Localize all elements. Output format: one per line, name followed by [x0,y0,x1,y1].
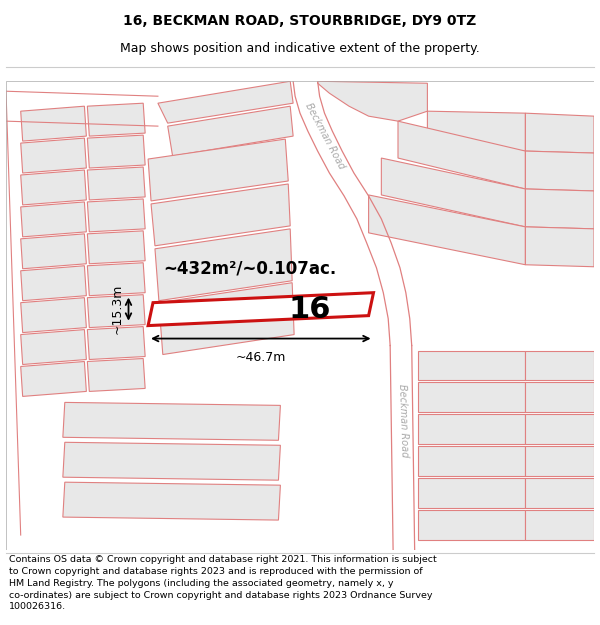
Polygon shape [526,189,594,229]
Polygon shape [88,167,145,200]
Text: 16: 16 [289,294,331,324]
Polygon shape [159,282,294,354]
Polygon shape [88,135,145,168]
Polygon shape [427,111,526,151]
Polygon shape [418,351,526,381]
Text: ~15.3m: ~15.3m [110,284,124,334]
Polygon shape [63,402,280,440]
Polygon shape [63,482,280,520]
Text: 16, BECKMAN ROAD, STOURBRIDGE, DY9 0TZ: 16, BECKMAN ROAD, STOURBRIDGE, DY9 0TZ [124,14,476,28]
Polygon shape [418,414,526,444]
Polygon shape [418,510,526,540]
Polygon shape [526,446,594,476]
Polygon shape [151,184,290,246]
Polygon shape [21,106,86,141]
Polygon shape [88,199,145,232]
Text: Map shows position and indicative extent of the property.: Map shows position and indicative extent… [120,42,480,54]
Polygon shape [21,234,86,269]
Polygon shape [88,231,145,264]
Text: Beckman Road: Beckman Road [303,101,346,171]
Polygon shape [21,170,86,205]
Polygon shape [63,442,280,480]
Polygon shape [418,446,526,476]
Polygon shape [526,414,594,444]
Polygon shape [88,327,145,359]
Polygon shape [526,351,594,381]
Polygon shape [21,202,86,237]
Text: ~432m²/~0.107ac.: ~432m²/~0.107ac. [163,260,336,278]
Text: ~46.7m: ~46.7m [236,351,286,364]
Polygon shape [21,298,86,332]
Polygon shape [526,382,594,412]
Polygon shape [21,361,86,396]
Polygon shape [88,294,145,328]
Polygon shape [88,359,145,391]
Polygon shape [158,81,293,123]
Polygon shape [168,106,293,156]
Polygon shape [418,382,526,412]
Polygon shape [526,510,594,540]
Polygon shape [317,81,427,121]
Polygon shape [148,139,288,201]
Polygon shape [398,121,526,189]
Polygon shape [526,478,594,508]
Text: Beckman Road: Beckman Road [397,384,409,458]
Polygon shape [526,151,594,191]
Polygon shape [368,195,526,265]
Polygon shape [21,138,86,173]
Text: Contains OS data © Crown copyright and database right 2021. This information is : Contains OS data © Crown copyright and d… [9,555,437,611]
Polygon shape [88,103,145,136]
Polygon shape [21,266,86,301]
Polygon shape [21,329,86,364]
Polygon shape [155,229,292,301]
Polygon shape [148,292,374,326]
Polygon shape [88,262,145,296]
Polygon shape [418,478,526,508]
Polygon shape [526,227,594,267]
Polygon shape [526,113,594,153]
Polygon shape [382,158,526,227]
